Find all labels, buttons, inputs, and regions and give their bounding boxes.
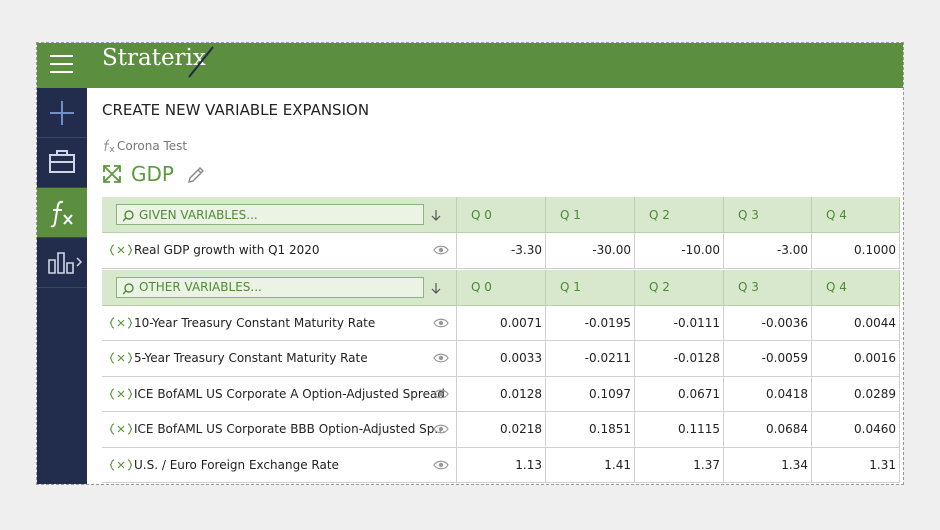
row-label: 5-Year Treasury Constant Maturity Rate — [102, 341, 457, 377]
value-cell: 0.0044 — [812, 305, 900, 341]
column-header: Q 4 — [812, 269, 900, 306]
column-header: Q 3 — [724, 269, 812, 306]
edit-button[interactable] — [186, 165, 206, 185]
row-label: ICE BofAML US Corporate BBB Option-Adjus… — [102, 412, 457, 448]
menu-button[interactable] — [49, 53, 75, 75]
value-cell: -0.0111 — [635, 305, 724, 341]
column-header: Q 3 — [724, 197, 812, 233]
column-header: Q 0 — [457, 269, 546, 306]
variable-icon — [109, 352, 133, 364]
visibility-toggle[interactable] — [433, 388, 449, 400]
column-header: Q 2 — [635, 269, 724, 306]
value-cell: 1.13 — [457, 447, 546, 483]
value-cell: 0.1115 — [635, 412, 724, 448]
sort-button[interactable] — [431, 282, 441, 295]
variable-icon — [109, 244, 133, 256]
value-cell: 0.1000 — [812, 233, 900, 269]
value-cell: 0.0684 — [724, 412, 812, 448]
fx-icon — [104, 139, 115, 153]
variable-icon — [109, 458, 133, 471]
value-cell: -30.00 — [546, 233, 635, 269]
search-box[interactable]: GIVEN VARIABLES... — [116, 204, 424, 225]
value-cell: 0.1851 — [546, 412, 635, 448]
variable-icon — [109, 316, 133, 329]
value-cell: 1.31 — [812, 447, 900, 483]
portfolio-button[interactable] — [37, 138, 87, 188]
row-label: Real GDP growth with Q1 2020 — [102, 233, 457, 269]
value-cell: -0.0211 — [546, 341, 635, 377]
page-title: CREATE NEW VARIABLE EXPANSION — [102, 101, 370, 119]
column-header: Q 0 — [457, 197, 546, 233]
visibility-toggle[interactable] — [433, 459, 449, 471]
value-cell: 0.0671 — [635, 376, 724, 412]
variable-name: GDP — [131, 162, 174, 186]
value-cell: -3.30 — [457, 233, 546, 269]
logo-mark — [188, 46, 214, 78]
search-icon — [123, 282, 134, 294]
model-name: Corona Test — [117, 139, 188, 153]
variable-icon — [109, 423, 133, 435]
value-cell: 0.0033 — [457, 341, 546, 377]
column-header: Q 4 — [812, 197, 900, 233]
charts-button[interactable] — [37, 238, 87, 288]
expand-icon[interactable] — [102, 164, 122, 184]
value-cell: -0.0036 — [724, 305, 812, 341]
value-cell: 0.0016 — [812, 341, 900, 377]
row-label: 10-Year Treasury Constant Maturity Rate — [102, 305, 457, 341]
column-header: Q 1 — [546, 269, 635, 306]
variable-icon — [109, 387, 133, 400]
value-cell: 0.0071 — [457, 305, 546, 341]
top-bar: Straterix — [37, 43, 903, 88]
value-cell: -0.0059 — [724, 341, 812, 377]
value-cell: -0.0195 — [546, 305, 635, 341]
value-cell: 1.34 — [724, 447, 812, 483]
value-cell: -0.0128 — [635, 341, 724, 377]
visibility-toggle[interactable] — [433, 352, 449, 364]
value-cell: 0.0218 — [457, 412, 546, 448]
row-label: U.S. / Euro Foreign Exchange Rate — [102, 447, 457, 483]
value-cell: -10.00 — [635, 233, 724, 269]
add-button[interactable] — [37, 88, 87, 138]
value-cell: 0.0289 — [812, 376, 900, 412]
value-cell: 1.41 — [546, 447, 635, 483]
search-box[interactable]: OTHER VARIABLES... — [116, 276, 424, 298]
sort-button[interactable] — [431, 209, 441, 222]
visibility-toggle[interactable] — [433, 244, 449, 256]
column-header: Q 2 — [635, 197, 724, 233]
search-icon — [123, 210, 134, 222]
row-label: ICE BofAML US Corporate A Option-Adjuste… — [102, 376, 457, 412]
visibility-toggle[interactable] — [433, 423, 449, 435]
value-cell: 0.0418 — [724, 376, 812, 412]
column-header: Q 1 — [546, 197, 635, 233]
sidebar — [37, 88, 87, 484]
value-cell: 0.0460 — [812, 412, 900, 448]
value-cell: 0.0128 — [457, 376, 546, 412]
value-cell: 1.37 — [635, 447, 724, 483]
logo: Straterix — [102, 45, 206, 71]
visibility-toggle[interactable] — [433, 317, 449, 329]
value-cell: 0.1097 — [546, 376, 635, 412]
functions-button[interactable] — [37, 188, 87, 238]
value-cell: -3.00 — [724, 233, 812, 269]
app-frame: Straterix CREATE NEW VARIABLE EXPANSION … — [36, 42, 904, 485]
